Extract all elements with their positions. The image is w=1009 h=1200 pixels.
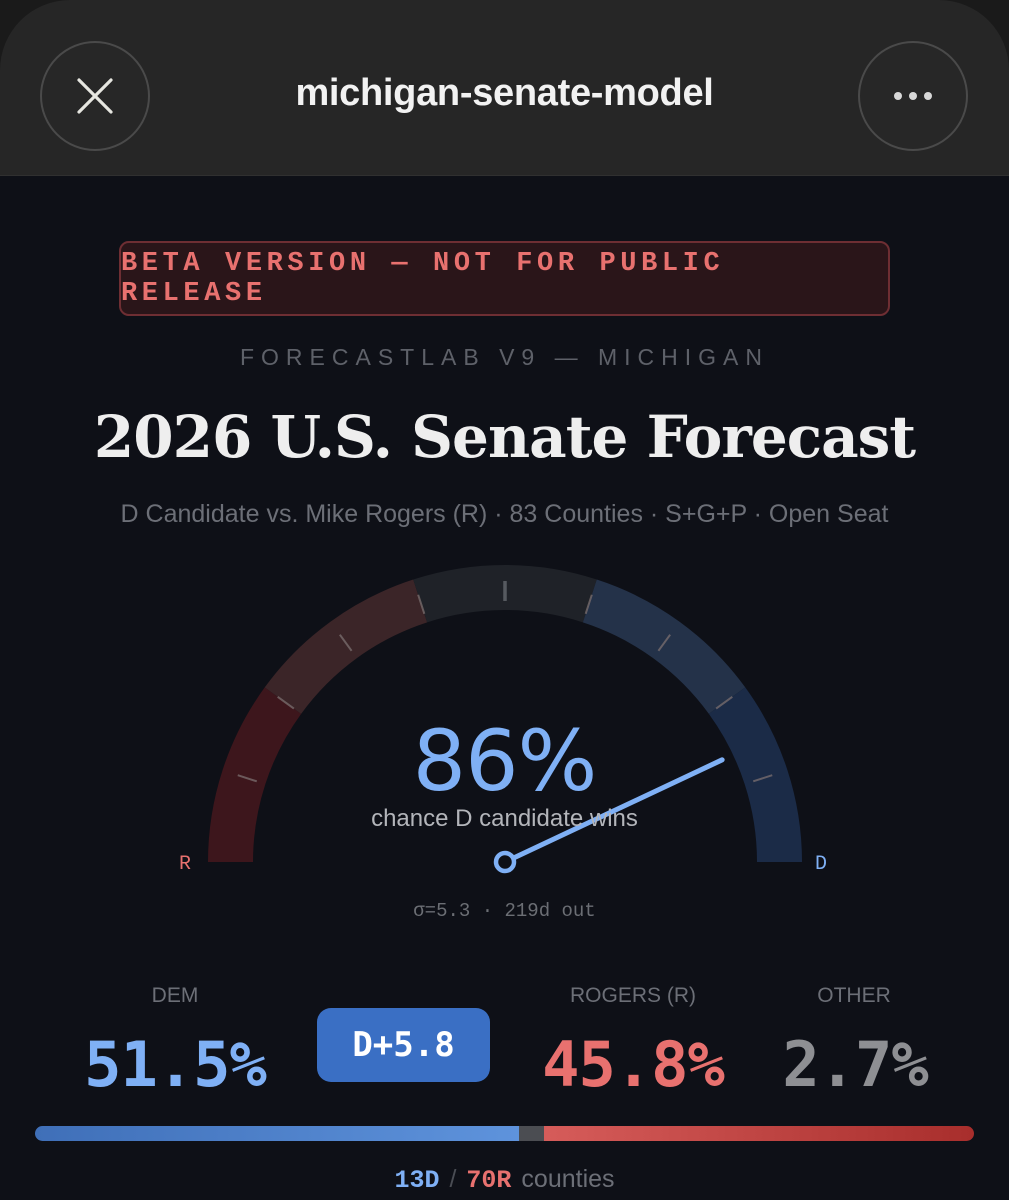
gauge-segment-lean-d (582, 579, 746, 714)
gauge-label-dem: D (815, 853, 828, 876)
close-icon (77, 78, 113, 114)
window-title: michigan-senate-model (295, 72, 714, 114)
gauge-segment-tossup (413, 565, 597, 623)
county-count: 13D / 70R counties (0, 1165, 1009, 1195)
other-label: OTHER (817, 984, 891, 1007)
more-horizontal-icon (894, 92, 932, 100)
more-options-button[interactable] (858, 41, 968, 151)
dem-vote-share: 51.5% (84, 1028, 267, 1101)
kicker-label: FORECASTLAB V9 — MICHIGAN (239, 344, 769, 370)
vote-bar-dem (35, 1126, 519, 1141)
page-subtitle: D Candidate vs. Mike Rogers (R) · 83 Cou… (120, 500, 889, 528)
county-count-label: counties (521, 1165, 615, 1193)
vote-bar-other (518, 1126, 544, 1141)
dem-label: DEM (151, 984, 199, 1007)
model-meta: σ=5.3 · 219d out (413, 900, 596, 922)
gauge-label-rep: R (179, 853, 192, 876)
win-probability-caption: chance D candidate wins (371, 805, 638, 832)
page-title: 2026 U.S. Senate Forecast (93, 403, 916, 471)
county-count-separator: / (449, 1165, 457, 1193)
rep-label: ROGERS (R) (570, 984, 696, 1007)
window-header: michigan-senate-model (0, 0, 1009, 176)
rep-vote-share: 45.8% (542, 1028, 725, 1101)
beta-warning-banner: BETA VERSION — NOT FOR PUBLIC RELEASE (119, 241, 890, 316)
close-button[interactable] (40, 41, 150, 151)
margin-badge[interactable]: D+5.8 (317, 1008, 490, 1082)
other-vote-share: 2.7% (782, 1028, 928, 1101)
gauge-segment-lean-r (264, 579, 428, 714)
county-count-rep: 70R (466, 1166, 512, 1195)
vote-bar-rep (543, 1126, 974, 1141)
county-count-dem: 13D (394, 1166, 440, 1195)
vote-share-bar (35, 1126, 974, 1141)
win-probability-value: 86% (412, 712, 598, 810)
